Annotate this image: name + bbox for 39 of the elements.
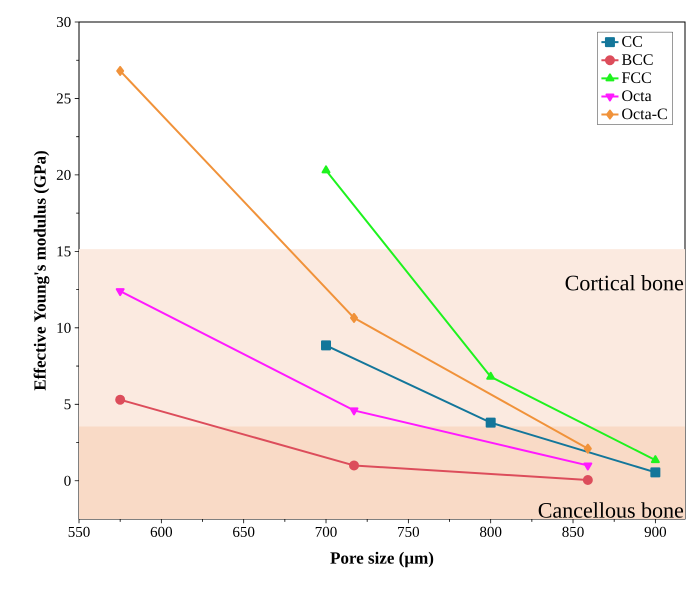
legend-label: FCC xyxy=(622,72,651,84)
legend-label: CC xyxy=(622,36,642,47)
point xyxy=(322,165,330,174)
y-tick-label: 20 xyxy=(56,170,71,180)
y-axis-title: Effective Young's modulus (GPa) xyxy=(34,151,50,390)
y-tick-label: 25 xyxy=(56,93,71,104)
x-tick-label: 550 xyxy=(68,526,90,537)
point xyxy=(584,444,592,454)
point xyxy=(349,460,360,470)
x-tick-label: 600 xyxy=(150,526,172,537)
point xyxy=(486,372,496,380)
x-tick-label: 850 xyxy=(562,526,584,537)
x-tick-label: 650 xyxy=(233,526,254,537)
point xyxy=(486,418,496,428)
x-tick-label: 700 xyxy=(316,526,337,537)
point xyxy=(582,474,593,485)
y-tick-label: 5 xyxy=(64,399,71,410)
x-axis-title: Pore size (µm) xyxy=(330,552,434,568)
point xyxy=(116,66,124,76)
y-tick-label: 10 xyxy=(58,322,71,333)
point xyxy=(650,467,660,478)
band-label: Cortical bone xyxy=(566,274,684,290)
point xyxy=(115,394,126,405)
x-tick-label: 800 xyxy=(480,526,502,537)
y-tick-label: 30 xyxy=(56,16,71,28)
legend-label: Octa xyxy=(622,90,652,102)
point xyxy=(321,340,332,350)
legend-label: BCC xyxy=(622,54,653,65)
x-tick-label: 750 xyxy=(398,526,420,537)
point xyxy=(350,407,358,416)
legend-label: Octa-C xyxy=(622,108,667,120)
x-tick-label: 900 xyxy=(644,526,666,537)
point xyxy=(650,455,660,464)
point xyxy=(116,288,125,296)
point xyxy=(350,312,358,323)
y-tick-label: 0 xyxy=(64,476,71,486)
band-label: Cancellous bone xyxy=(538,502,684,518)
y-tick-label: 15 xyxy=(58,246,71,256)
point xyxy=(583,462,592,470)
